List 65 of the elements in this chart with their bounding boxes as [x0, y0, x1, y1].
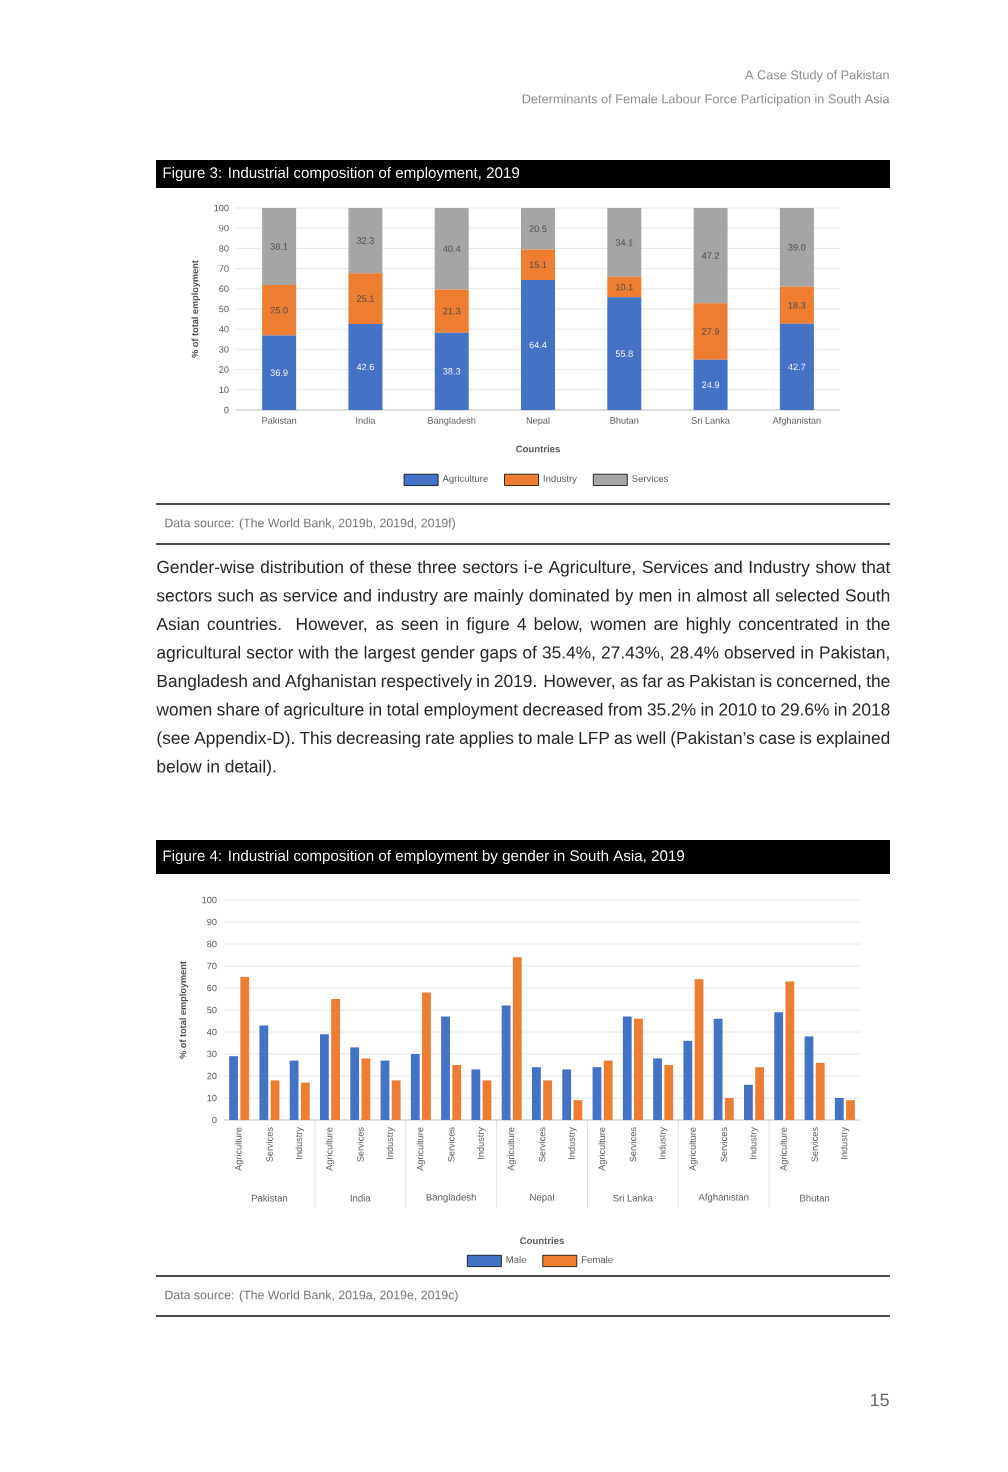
bar: [653, 1058, 662, 1120]
bar: [391, 1080, 401, 1120]
bar: [300, 1082, 310, 1120]
bar: [573, 1100, 583, 1120]
bar: [664, 1065, 674, 1120]
bar: [779, 207, 814, 287]
bar: [441, 1016, 450, 1120]
bar: [512, 957, 522, 1120]
bar: [693, 303, 728, 360]
bar: [713, 1018, 723, 1120]
bar: [452, 1065, 462, 1120]
bar: [422, 992, 431, 1120]
bar: [521, 207, 556, 250]
bar: [259, 1025, 269, 1120]
bar: [592, 1067, 602, 1120]
bar: [634, 1018, 643, 1120]
bar: [380, 1060, 390, 1120]
bar: [693, 359, 728, 410]
bar: [262, 335, 297, 410]
bar: [815, 1062, 825, 1120]
bar: [434, 332, 469, 410]
bar: [434, 289, 469, 333]
bar: [744, 1084, 753, 1120]
bar: [779, 323, 814, 410]
bar: [562, 1069, 572, 1120]
bar: [240, 977, 250, 1120]
bar: [289, 1060, 299, 1120]
text: 15: [871, 1393, 889, 1407]
bar: [834, 1098, 844, 1120]
bar: [774, 1012, 784, 1120]
text: Gender-wise distribution of these three sectors i-e Agriculture, Services and Industry show that sectors such as service and industry are mainly dominated by men in almost all selected South Asian countries. However, as seen in figure 4 below, women are highly concentrated in the agricultural sector with the largest gender gaps of 35.4%, 27.43%, 28.4% observed in Pakistan, Bangladesh and Afghanistan respectively in 2019. However, as far as Pakistan is concerned, the women share of agriculture in total employment decreased from 35.2% in 2010 to 29.6% in 2018 (see Appendix-D). This decreasing rate applies to male LFP as well (Pakistan’s case is explained below in detail).: [156, 560, 891, 776]
bar: [543, 1080, 553, 1120]
bar: [779, 286, 814, 324]
bar: [521, 279, 556, 410]
bar: [471, 1069, 481, 1120]
bar: [348, 273, 383, 324]
bar: [755, 1067, 765, 1120]
bar: [724, 1098, 734, 1120]
bar: [501, 1005, 511, 1120]
bar: [262, 207, 297, 285]
bar: [785, 981, 795, 1120]
bar: [229, 1056, 238, 1120]
bar: [693, 207, 728, 304]
bar: [521, 249, 556, 280]
bar: [607, 276, 642, 298]
bar: [331, 999, 341, 1120]
bar: [262, 284, 297, 336]
bar: [532, 1067, 541, 1120]
bar: [804, 1036, 814, 1120]
bar: [410, 1054, 420, 1120]
bar: [846, 1100, 855, 1120]
bar: [361, 1058, 371, 1120]
bar: [348, 323, 383, 410]
bar: [622, 1016, 632, 1120]
bar: [320, 1034, 329, 1120]
bar: [607, 207, 642, 277]
bar: [603, 1060, 613, 1120]
bar: [270, 1080, 280, 1120]
bar: [694, 979, 704, 1120]
bar: [348, 207, 383, 274]
bar: [350, 1047, 360, 1120]
bar: [434, 207, 469, 290]
bar: [607, 297, 642, 410]
bar: [482, 1080, 492, 1120]
bar: [683, 1040, 693, 1120]
